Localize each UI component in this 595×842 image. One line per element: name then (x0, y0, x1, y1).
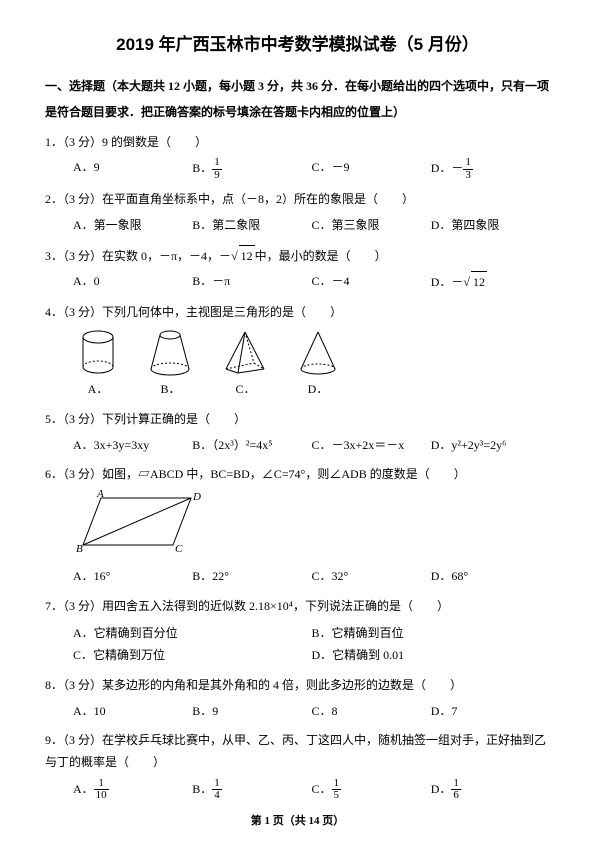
question-3: 3．（3 分）在实数 0，－π，－4，－√12中，最小的数是（ ） A．0 B．… (45, 245, 550, 294)
q8-opt-b: B．9 (192, 701, 311, 723)
q1-stem: 1．（3 分）9 的倒数是（ ） (45, 132, 550, 154)
question-1: 1．（3 分）9 的倒数是（ ） A．9 B．19 C．－9 D．－13 (45, 132, 550, 182)
frustum-icon (143, 327, 198, 377)
q7-opt-c: C．它精确到万位 (73, 644, 312, 667)
question-5: 5．（3 分）下列计算正确的是（ ） A．3x+3y=3xy B．（2x³）²=… (45, 409, 550, 456)
q4-opt-d: D． (293, 327, 343, 401)
cone-icon (293, 327, 343, 377)
section-header: 一、选择题（本大题共 12 小题，每小题 3 分，共 36 分．在每小题给出的四… (45, 73, 550, 126)
q5-stem: 5．（3 分）下列计算正确的是（ ） (45, 409, 550, 431)
question-2: 2．（3 分）在平面直角坐标系中，点（－8，2）所在的象限是（ ） A．第一象限… (45, 189, 550, 236)
question-6: 6．（3 分）如图，▱ABCD 中，BC=BD，∠C=74°，则∠ADB 的度数… (45, 464, 550, 588)
question-4: 4．（3 分）下列几何体中，主视图是三角形的是（ ） A． (45, 302, 550, 401)
svg-text:B: B (76, 543, 83, 555)
q7-opt-b: B．它精确到百位 (312, 622, 551, 645)
page-title: 2019 年广西玉林市中考数学模拟试卷（5 月份） (45, 30, 550, 55)
q6-opt-c: C．32° (312, 566, 431, 588)
parallelogram-icon: A D B C (73, 490, 213, 555)
q3-opt-a: A．0 (73, 271, 192, 294)
q1-opt-a: A．9 (73, 157, 192, 181)
q9-opt-c: C．15 (312, 778, 431, 802)
q6-stem: 6．（3 分）如图，▱ABCD 中，BC=BD，∠C=74°，则∠ADB 的度数… (45, 464, 550, 486)
q9-opt-a: A．110 (73, 778, 192, 802)
q7-opt-d: D．它精确到 0.01 (312, 644, 551, 667)
q4-opt-c: C． (218, 327, 273, 401)
q3-opt-d: D．－√12 (431, 271, 550, 294)
question-9: 9．（3 分）在学校乒乓球比赛中，从甲、乙、丙、丁这四人中，随机抽签一组对手，正… (45, 730, 550, 801)
page-footer: 第 1 页（共 14 页） (0, 812, 595, 828)
q5-opt-d: D．y²+2y³=2y⁶ (431, 435, 550, 457)
q2-opt-d: D．第四象限 (431, 215, 550, 237)
q1-opt-d: D．－13 (431, 157, 550, 181)
q7-opt-a: A．它精确到百分位 (73, 622, 312, 645)
q4-stem: 4．（3 分）下列几何体中，主视图是三角形的是（ ） (45, 302, 550, 324)
svg-text:C: C (175, 543, 183, 555)
q3-stem: 3．（3 分）在实数 0，－π，－4，－√12中，最小的数是（ ） (45, 245, 550, 268)
svg-text:A: A (96, 490, 104, 500)
cylinder-icon (73, 327, 123, 377)
q9-opt-b: B．14 (192, 778, 311, 802)
q8-opt-a: A．10 (73, 701, 192, 723)
q4-opt-a: A． (73, 327, 123, 401)
q5-opt-c: C．－3x+2x＝－x (312, 435, 431, 457)
q3-opt-c: C．－4 (312, 271, 431, 294)
q9-stem: 9．（3 分）在学校乒乓球比赛中，从甲、乙、丙、丁这四人中，随机抽签一组对手，正… (45, 730, 550, 773)
q1-opt-b: B．19 (192, 157, 311, 181)
q6-opt-d: D．68° (431, 566, 550, 588)
q6-opt-a: A．16° (73, 566, 192, 588)
q1-opt-c: C．－9 (312, 157, 431, 181)
svg-text:D: D (192, 491, 201, 503)
question-8: 8．（3 分）某多边形的内角和是其外角和的 4 倍，则此多边形的边数是（ ） A… (45, 675, 550, 722)
q4-opt-b: B． (143, 327, 198, 401)
q8-opt-d: D．7 (431, 701, 550, 723)
q5-opt-a: A．3x+3y=3xy (73, 435, 192, 457)
question-7: 7．（3 分）用四舍五入法得到的近似数 2.18×10⁴，下列说法正确的是（ ）… (45, 596, 550, 667)
q8-stem: 8．（3 分）某多边形的内角和是其外角和的 4 倍，则此多边形的边数是（ ） (45, 675, 550, 697)
q5-opt-b: B．（2x³）²=4x⁵ (192, 435, 311, 457)
q2-opt-b: B．第二象限 (192, 215, 311, 237)
q2-stem: 2．（3 分）在平面直角坐标系中，点（－8，2）所在的象限是（ ） (45, 189, 550, 211)
q6-opt-b: B．22° (192, 566, 311, 588)
q7-stem: 7．（3 分）用四舍五入法得到的近似数 2.18×10⁴，下列说法正确的是（ ） (45, 596, 550, 618)
pyramid-icon (218, 327, 273, 377)
q3-opt-b: B．－π (192, 271, 311, 294)
q2-opt-c: C．第三象限 (312, 215, 431, 237)
q2-opt-a: A．第一象限 (73, 215, 192, 237)
q9-opt-d: D．16 (431, 778, 550, 802)
q8-opt-c: C．8 (312, 701, 431, 723)
